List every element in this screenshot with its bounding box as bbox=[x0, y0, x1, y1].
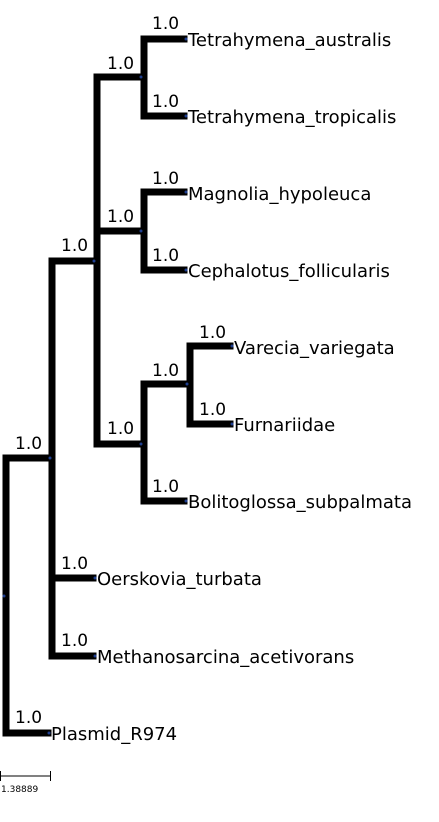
support-furnariidae: 1.0 bbox=[199, 400, 226, 420]
tetrahymena-clade-node-dot bbox=[139, 75, 143, 79]
inner-clade-node-dot bbox=[92, 259, 96, 263]
support-magnolia-cephalotus-clade: 1.0 bbox=[107, 207, 134, 227]
support-tetrahymena-clade: 1.0 bbox=[107, 54, 134, 74]
root-node-dot bbox=[2, 594, 6, 598]
support-cephalotus-follicularis: 1.0 bbox=[152, 246, 179, 266]
leaf-label-tetrahymena-australis: Tetrahymena_australis bbox=[187, 30, 391, 51]
leaf-label-cephalotus-follicularis: Cephalotus_follicularis bbox=[188, 261, 390, 282]
leaf-dot-methanosarcina-acetivorans bbox=[93, 654, 97, 658]
leaf-label-plasmid-r974: Plasmid_R974 bbox=[51, 724, 177, 745]
support-major-clade: 1.0 bbox=[15, 434, 42, 454]
support-varecia-furnariidae-clade: 1.0 bbox=[152, 361, 179, 381]
magnolia-cephalotus-clade-node-dot bbox=[139, 229, 143, 233]
support-varecia-variegata: 1.0 bbox=[199, 323, 226, 343]
support-tetrahymena-australis: 1.0 bbox=[152, 14, 179, 34]
leaf-label-oerskovia-turbata: Oerskovia_turbata bbox=[97, 569, 262, 590]
leaf-label-methanosarcina-acetivorans: Methanosarcina_acetivorans bbox=[97, 647, 354, 668]
bolitoglossa-clade-node-dot bbox=[139, 442, 143, 446]
leaf-dot-varecia-variegata bbox=[230, 344, 234, 348]
leaf-dot-plasmid-r974 bbox=[47, 731, 51, 735]
scale-bar-label: 1.38889 bbox=[1, 785, 38, 795]
major-clade-node-dot bbox=[48, 456, 52, 460]
support-inner-clade: 1.0 bbox=[61, 236, 88, 256]
leaf-dot-magnolia-hypoleuca bbox=[184, 190, 188, 194]
leaf-dot-tetrahymena-tropicalis bbox=[184, 114, 188, 118]
leaf-label-bolitoglossa-subpalmata: Bolitoglossa_subpalmata bbox=[188, 492, 412, 513]
leaf-label-magnolia-hypoleuca: Magnolia_hypoleuca bbox=[188, 184, 371, 205]
leaf-dot-oerskovia-turbata bbox=[93, 576, 97, 580]
varecia-furnariidae-clade-node-dot bbox=[185, 382, 189, 386]
leaf-dot-furnariidae bbox=[230, 422, 234, 426]
leaf-label-varecia-variegata: Varecia_variegata bbox=[234, 338, 395, 359]
support-plasmid-r974: 1.0 bbox=[15, 708, 42, 728]
leaf-dot-bolitoglossa-subpalmata bbox=[184, 499, 188, 503]
support-bolitoglossa-subpalmata: 1.0 bbox=[152, 477, 179, 497]
leaf-label-furnariidae: Furnariidae bbox=[234, 415, 335, 436]
support-oerskovia-turbata: 1.0 bbox=[61, 554, 88, 574]
leaf-dot-tetrahymena-australis bbox=[184, 37, 188, 41]
leaf-label-tetrahymena-tropicalis: Tetrahymena_tropicalis bbox=[187, 107, 396, 128]
leaf-dot-cephalotus-follicularis bbox=[184, 268, 188, 272]
support-magnolia-hypoleuca: 1.0 bbox=[152, 169, 179, 189]
support-tetrahymena-tropicalis: 1.0 bbox=[152, 92, 179, 112]
support-bolitoglossa-clade: 1.0 bbox=[107, 419, 134, 439]
support-methanosarcina-acetivorans: 1.0 bbox=[61, 631, 88, 651]
scale-bar: 1.38889 bbox=[0, 771, 51, 795]
